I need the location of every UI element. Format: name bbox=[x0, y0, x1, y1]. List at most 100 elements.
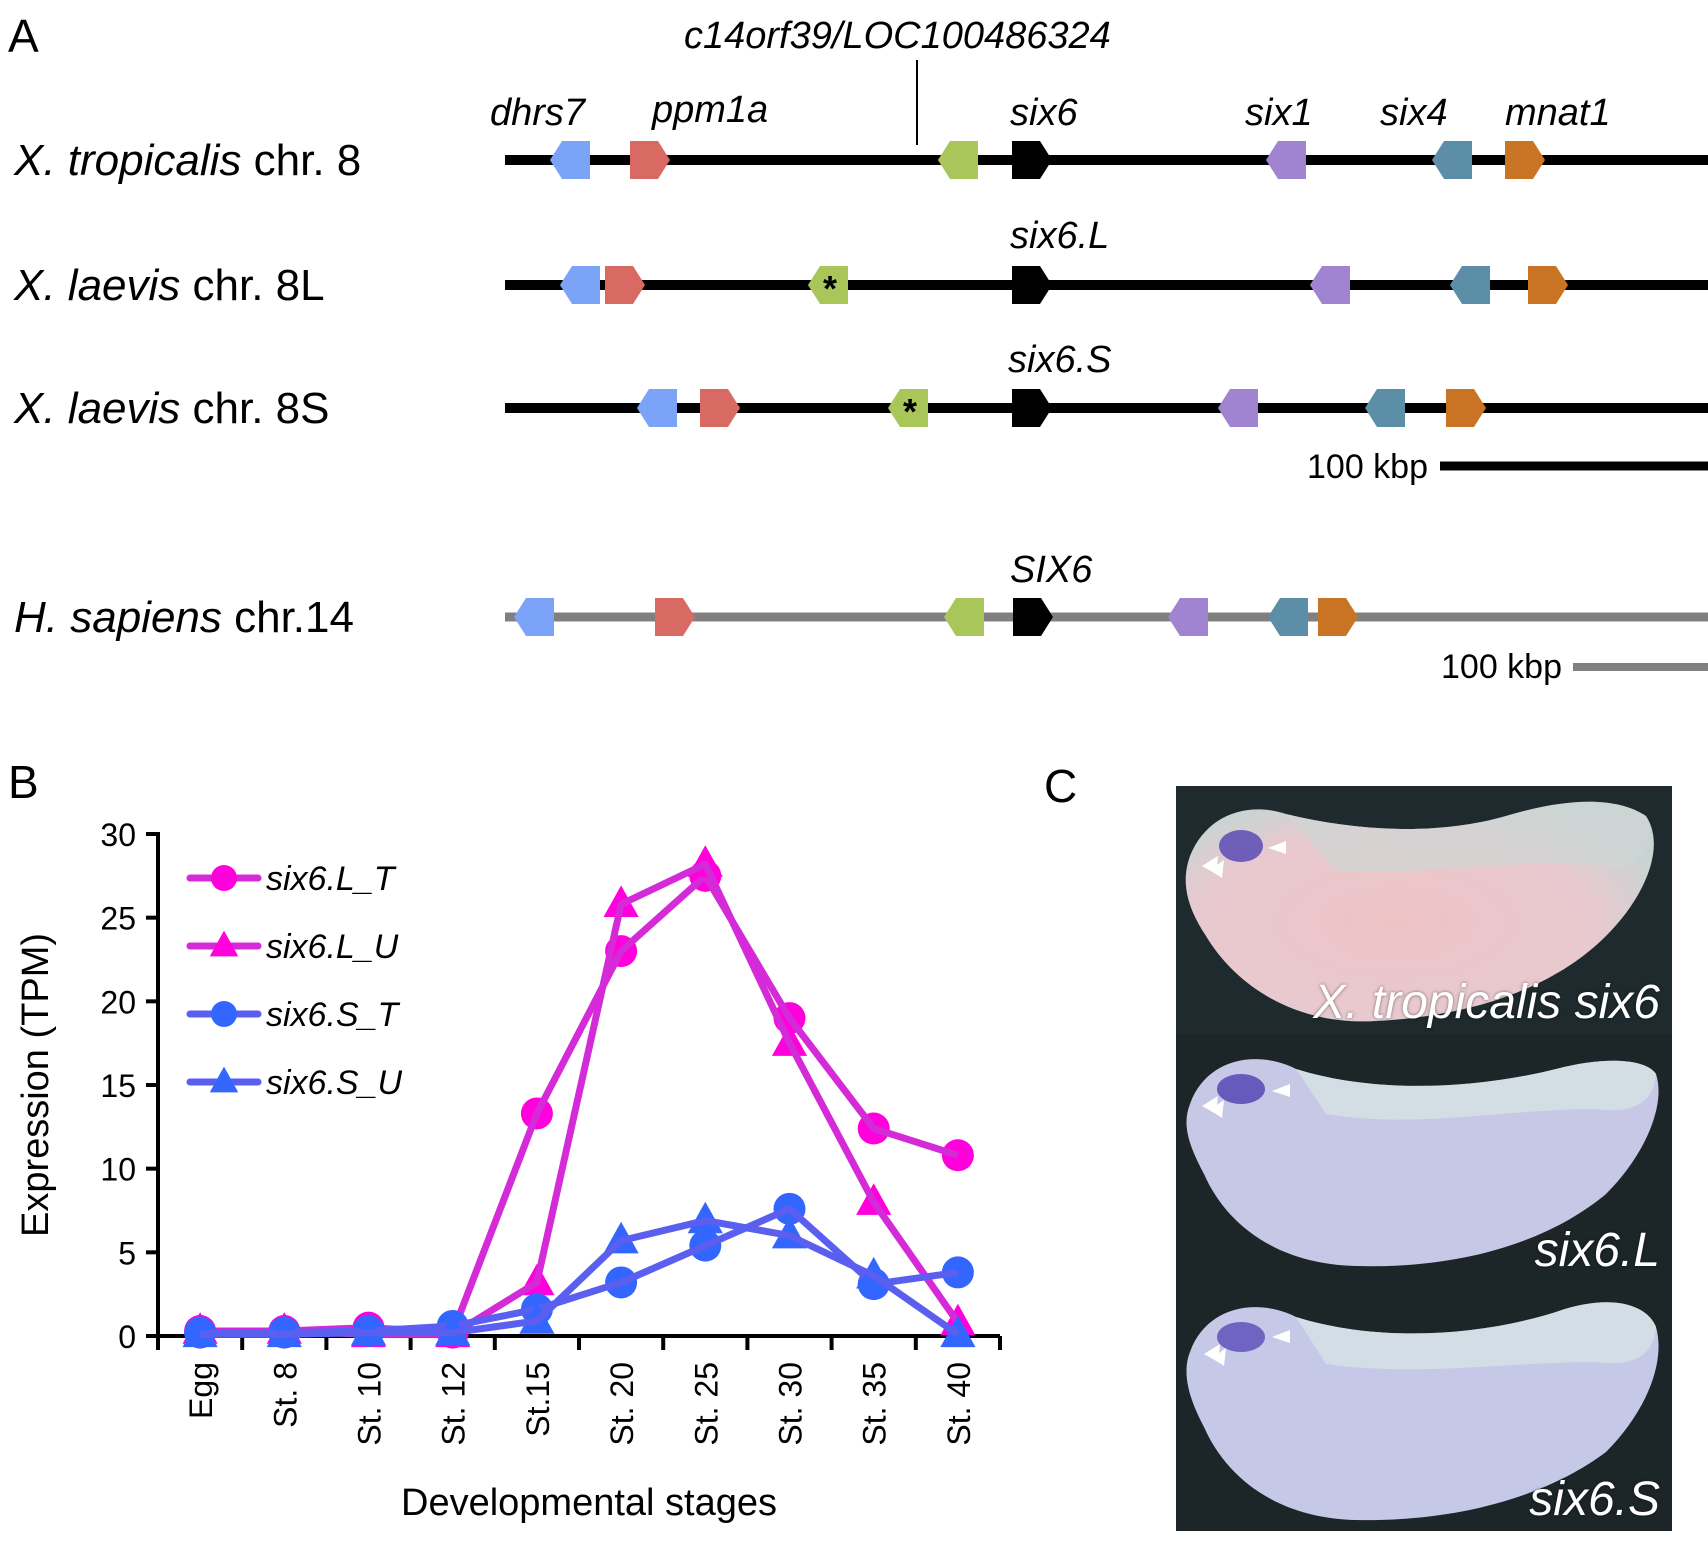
gene-mnat1-arrow bbox=[1446, 389, 1486, 427]
gene-c14orf39-arrow bbox=[938, 141, 978, 179]
legend-item: six6.S_T bbox=[186, 996, 400, 1034]
series-line bbox=[200, 1205, 959, 1337]
gene-six1-arrow bbox=[1266, 141, 1306, 179]
scale-bars: 100 kbp 100 kbp bbox=[1307, 448, 1708, 686]
x-tick-label: St. 35 bbox=[857, 1362, 893, 1446]
gene-six1-arrow bbox=[1310, 266, 1350, 304]
embryo-photo-six6l: six6.L bbox=[1176, 1034, 1672, 1282]
species-name: H. sapiens bbox=[14, 593, 222, 642]
legend-label: six6.L_U bbox=[266, 928, 399, 966]
x-tick-label: St. 30 bbox=[773, 1362, 809, 1446]
species-name: X. tropicalis bbox=[13, 136, 241, 185]
gene-label: six1 bbox=[1245, 92, 1313, 134]
gene-dhrs7-arrow bbox=[637, 389, 677, 427]
chromosome-name: chr. 8L bbox=[180, 261, 324, 310]
data-point bbox=[941, 1139, 974, 1172]
chromosome-name: chr. 8 bbox=[241, 136, 361, 185]
photo-caption: six6.S bbox=[1529, 1473, 1660, 1526]
species-name: X. laevis bbox=[13, 261, 180, 310]
embryo-photo-six6s: six6.S bbox=[1176, 1282, 1672, 1531]
legend-marker bbox=[209, 1066, 239, 1093]
chromosome-name: chr. 8S bbox=[180, 384, 329, 433]
y-tick-label: 25 bbox=[100, 901, 136, 937]
x-axis-title: Developmental stages bbox=[401, 1482, 777, 1524]
gene-six6-arrow bbox=[1012, 389, 1052, 427]
y-tick-label: 30 bbox=[100, 817, 136, 853]
photo-caption: six6.L bbox=[1534, 1224, 1660, 1277]
synteny-track: X. laevis chr. 8L * six6.L bbox=[13, 215, 1708, 310]
synteny-track: X. laevis chr. 8S * six6.S bbox=[13, 339, 1708, 433]
species-label: X. laevis chr. 8S bbox=[13, 384, 329, 433]
gene-label: six6 bbox=[1010, 92, 1078, 134]
gene-mnat1-arrow bbox=[1505, 141, 1545, 179]
gene-mnat1-arrow bbox=[1318, 598, 1358, 636]
gene-six1-arrow bbox=[1218, 389, 1258, 427]
x-tick-label: St. 25 bbox=[688, 1362, 724, 1446]
species-label: X. tropicalis chr. 8 bbox=[13, 136, 361, 185]
embryo-photo-tropicalis: X. tropicalis six6 bbox=[1176, 786, 1672, 1034]
chromosome-name: chr.14 bbox=[222, 593, 354, 642]
expression-chart: B 0 5 10 15 20 25 30 Egg St. 8 St. 10 St. 12 St.15 S… bbox=[8, 756, 1002, 1524]
x-tick-label: St. 10 bbox=[352, 1362, 388, 1446]
species-label: X. laevis chr. 8L bbox=[13, 261, 325, 310]
gene-six6-arrow bbox=[1012, 266, 1052, 304]
embryo-image bbox=[1185, 801, 1654, 1022]
legend-marker bbox=[209, 930, 239, 957]
gene-ppm1a-arrow bbox=[630, 141, 670, 179]
gene-label: ppm1a bbox=[651, 89, 768, 131]
gene-ppm1a-arrow bbox=[655, 598, 695, 636]
gene-label: dhrs7 bbox=[490, 92, 587, 134]
species-label: H. sapiens chr.14 bbox=[14, 593, 354, 642]
asterisk-marker: * bbox=[903, 391, 917, 432]
gene-six4-arrow bbox=[1450, 266, 1490, 304]
series-line bbox=[200, 1217, 960, 1338]
legend-item: six6.L_U bbox=[186, 928, 399, 966]
legend-label: six6.L_T bbox=[266, 860, 397, 898]
gene-label: mnat1 bbox=[1505, 92, 1611, 134]
y-tick-label: 10 bbox=[100, 1152, 136, 1188]
synteny-track: X. tropicalis chr. 8 dhrs7 ppm1a six6 six1 si… bbox=[13, 89, 1708, 185]
legend-item: six6.S_U bbox=[186, 1064, 402, 1102]
gene-c14orf39-arrow bbox=[888, 389, 928, 427]
panel-label-c: C bbox=[1044, 760, 1077, 812]
c14orf39-label: c14orf39/LOC100486324 bbox=[684, 15, 1111, 57]
gene-label: six6.S bbox=[1008, 339, 1111, 381]
gene-dhrs7-arrow bbox=[560, 266, 600, 304]
y-tick-label: 15 bbox=[100, 1068, 136, 1104]
panel-b: B 0 5 10 15 20 25 30 Egg St. 8 St. 10 St. 12 St.15 S… bbox=[0, 756, 1100, 1542]
scale-bar-label: 100 kbp bbox=[1441, 648, 1562, 686]
gene-dhrs7-arrow bbox=[514, 598, 554, 636]
photo-caption: X. tropicalis six6 bbox=[1313, 976, 1660, 1029]
x-tick-label: St. 8 bbox=[267, 1362, 303, 1428]
x-tick-label: St. 20 bbox=[604, 1362, 640, 1446]
x-tick-label: Egg bbox=[183, 1362, 219, 1419]
gene-label: six4 bbox=[1380, 92, 1448, 134]
embryo-image bbox=[1186, 1059, 1659, 1267]
series-six6.S_U bbox=[182, 1201, 976, 1348]
gene-six6-arrow bbox=[1012, 141, 1052, 179]
gene-c14orf39-arrow bbox=[808, 266, 848, 304]
legend-item: six6.L_T bbox=[186, 860, 397, 898]
gene-six4-arrow bbox=[1432, 141, 1472, 179]
embryo-image bbox=[1186, 1302, 1659, 1521]
chart-series bbox=[182, 845, 976, 1349]
y-tick-label: 20 bbox=[100, 984, 136, 1020]
gene-six4-arrow bbox=[1365, 389, 1405, 427]
gene-six4-arrow bbox=[1268, 598, 1308, 636]
gene-label: SIX6 bbox=[1010, 549, 1093, 591]
x-tick-label: St. 12 bbox=[436, 1362, 472, 1446]
gene-label: six6.L bbox=[1010, 215, 1109, 257]
gene-ppm1a-arrow bbox=[605, 266, 645, 304]
gene-mnat1-arrow bbox=[1528, 266, 1568, 304]
in-situ-photos: X. tropicalis six6 six6.L six6.S bbox=[1176, 786, 1672, 1531]
species-name: X. laevis bbox=[13, 384, 180, 433]
panel-label-b: B bbox=[8, 760, 39, 808]
asterisk-marker: * bbox=[823, 268, 837, 309]
legend-label: six6.S_T bbox=[266, 996, 400, 1034]
chart-axes: 0 5 10 15 20 25 30 Egg St. 8 St. 10 St. 12 St.15 St.… bbox=[15, 817, 1002, 1524]
y-axis-title: Expression (TPM) bbox=[15, 933, 57, 1237]
panel-c-label-wrap: C bbox=[1044, 760, 1077, 812]
scale-bar-label: 100 kbp bbox=[1307, 448, 1428, 486]
gene-six6-arrow bbox=[1013, 598, 1053, 636]
gene-dhrs7-arrow bbox=[550, 141, 590, 179]
